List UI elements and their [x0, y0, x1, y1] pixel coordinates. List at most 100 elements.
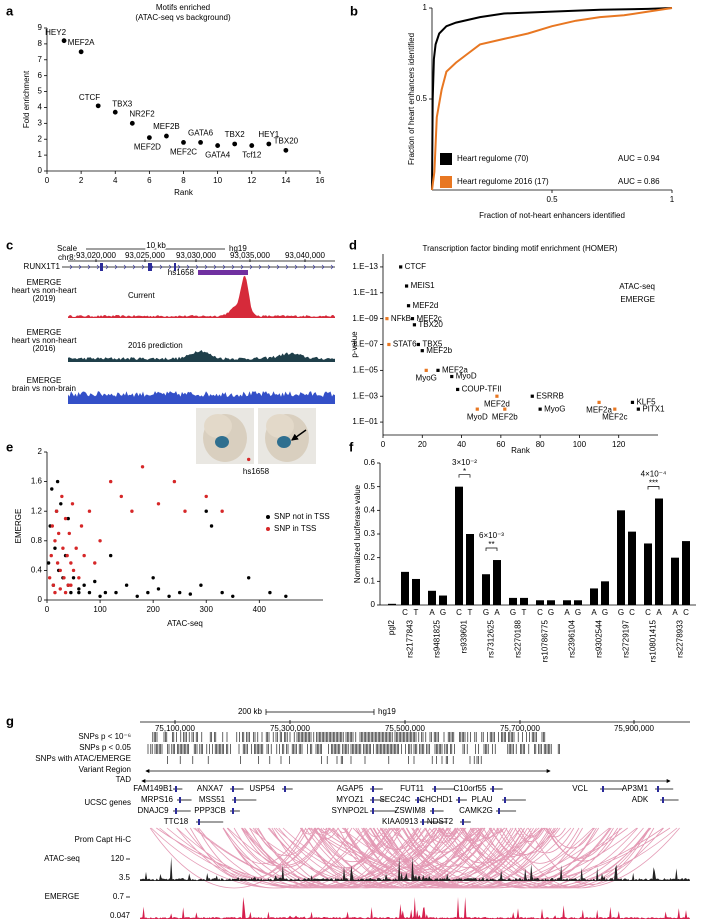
x-tick-label: 400	[253, 605, 267, 614]
x-tick-label: 60	[496, 440, 505, 449]
bar	[482, 574, 490, 605]
x-tick-label: 12	[247, 176, 256, 185]
allele-label: C	[402, 608, 408, 617]
point-label: TBX20	[418, 320, 443, 329]
signal-track	[68, 391, 335, 404]
x-tick-label: 0	[45, 605, 50, 614]
panel-letter: g	[6, 713, 14, 728]
point	[530, 394, 534, 398]
panel-letter: c	[6, 237, 13, 252]
point-label: MEF2A	[68, 38, 95, 47]
roc-line	[431, 7, 673, 191]
bar	[412, 578, 420, 605]
point-label: Tcf12	[242, 151, 262, 160]
track-label: Variant Region	[79, 765, 131, 774]
exon	[372, 786, 374, 792]
x-tick-label: 8	[181, 176, 186, 185]
point	[412, 323, 417, 327]
chart-title: Motifs enriched	[156, 3, 210, 12]
allele-label: A	[672, 608, 678, 617]
group-label: rs939601	[460, 619, 469, 653]
point	[406, 304, 411, 308]
allele-label: A	[591, 608, 597, 617]
coordinate-label: 93,040,000	[285, 251, 326, 260]
point	[93, 561, 97, 565]
point	[119, 494, 124, 499]
strand-arrow	[330, 264, 334, 270]
point	[140, 465, 145, 469]
x-tick-label: 6	[147, 176, 152, 185]
point	[151, 576, 155, 580]
gene-name: PPP3CB	[194, 806, 226, 815]
point	[77, 590, 81, 595]
strand-arrow	[69, 264, 73, 270]
point	[87, 509, 92, 513]
point-label: HEY1	[258, 130, 279, 139]
lacz-stain	[215, 436, 229, 448]
strand-arrow	[114, 264, 118, 270]
point	[78, 49, 84, 55]
group-label: rs2270188	[514, 619, 523, 657]
bar	[655, 498, 663, 605]
legend-label: Heart regulome (70)	[457, 154, 529, 163]
strand-arrow	[168, 264, 172, 270]
gene-name: RUNX1T1	[24, 262, 61, 271]
point	[59, 502, 63, 506]
element-bar	[198, 270, 248, 275]
point	[284, 594, 288, 598]
allele-label: G	[510, 608, 516, 617]
allele-label: C	[456, 608, 462, 617]
point-label: MEF2B	[153, 122, 180, 131]
y-tick-label: 8	[38, 39, 43, 48]
y-tick-label: 1.E−09	[352, 314, 378, 323]
gene-name: AGAP5	[337, 784, 364, 793]
group-label: rs7312625	[487, 619, 496, 657]
panel-letter: d	[349, 237, 357, 252]
x-tick-label: 40	[457, 440, 466, 449]
point-label: TBX2	[225, 130, 246, 139]
allele-label: C	[629, 608, 635, 617]
point-label: MEF2c	[416, 314, 441, 323]
gene-name: SYNPO2L	[332, 806, 369, 815]
y-tick-label: 0.5	[416, 94, 428, 103]
allele-label: A	[564, 608, 570, 617]
x-tick-label: 2	[79, 176, 84, 185]
hi-c-arcs	[149, 827, 680, 889]
point	[53, 590, 57, 595]
exon	[198, 819, 200, 825]
point	[183, 509, 187, 513]
point	[63, 590, 68, 595]
point	[232, 141, 238, 147]
point	[495, 394, 499, 398]
point	[77, 576, 81, 580]
snp-ticks	[167, 756, 482, 764]
exon	[232, 808, 234, 814]
point-label: MEF2D	[134, 143, 161, 152]
point	[51, 583, 56, 587]
strand-arrow	[186, 264, 190, 270]
x-tick-label: 0.5	[546, 195, 558, 204]
exon	[422, 819, 424, 825]
strand-arrow	[285, 264, 289, 270]
point	[82, 583, 86, 587]
y-tick-label: 9	[38, 23, 43, 32]
point	[220, 509, 224, 513]
exon	[432, 808, 434, 814]
exon	[175, 808, 177, 814]
point	[70, 502, 75, 506]
bar	[547, 600, 555, 605]
point	[613, 407, 617, 411]
exon	[232, 786, 234, 792]
point	[65, 553, 69, 558]
x-tick-label: 300	[200, 605, 214, 614]
y-tick-label: 1.E−03	[352, 391, 378, 400]
legend-marker	[266, 515, 270, 519]
scale-size: 200 kb	[238, 707, 263, 716]
point	[58, 587, 62, 591]
point	[56, 531, 61, 536]
bar	[590, 588, 598, 605]
track-note: Current	[128, 291, 155, 300]
coordinate-label: 75,100,000	[155, 724, 196, 733]
y-tick-label: 0.5	[364, 482, 376, 491]
